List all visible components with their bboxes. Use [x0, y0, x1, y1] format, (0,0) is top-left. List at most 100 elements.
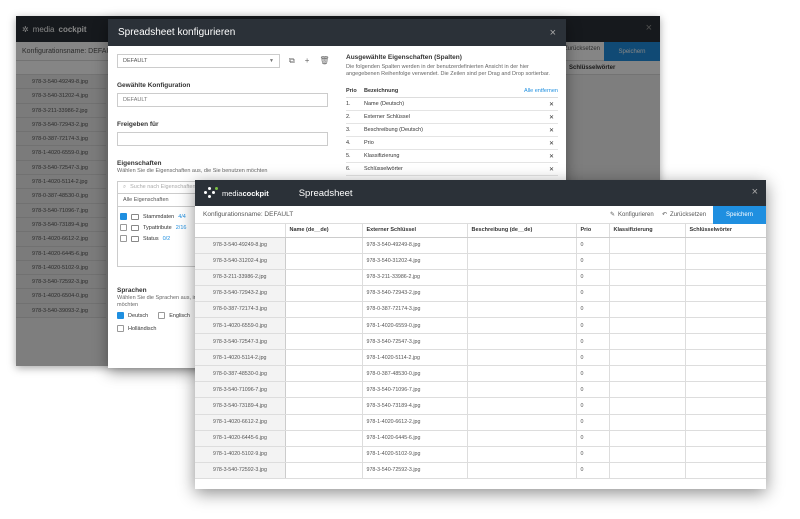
row-id-cell[interactable]: 978-1-4020-5114-2.jpg — [195, 349, 286, 367]
external-key-cell[interactable]: 978-1-4020-6559-0.jpg — [362, 317, 468, 335]
external-key-cell[interactable]: 978-3-540-72547-3.jpg — [362, 333, 468, 351]
external-key-cell[interactable]: 978-3-540-31202-4.jpg — [362, 253, 468, 270]
external-key-cell[interactable]: 978-3-211-33986-2.jpg — [362, 269, 468, 286]
row-id-cell[interactable]: 978-1-4020-6445-6.jpg — [195, 430, 286, 447]
prio-cell[interactable]: 0 — [576, 285, 610, 302]
remove-icon[interactable]: ✕ — [548, 140, 554, 147]
checkbox[interactable] — [117, 312, 124, 319]
table-row[interactable]: 978-1-4020-6445-6.jpg 978-1-4020-6445-6.j… — [195, 430, 766, 447]
classification-cell[interactable] — [609, 237, 686, 254]
description-cell[interactable] — [467, 269, 577, 286]
prio-cell[interactable]: 0 — [576, 462, 610, 479]
keywords-cell[interactable] — [685, 462, 766, 479]
name-cell[interactable] — [285, 349, 363, 367]
prio-cell[interactable]: 0 — [576, 317, 610, 335]
classification-cell[interactable] — [609, 269, 686, 286]
keywords-cell[interactable] — [685, 397, 766, 415]
classification-cell[interactable] — [609, 414, 686, 431]
table-row[interactable]: 978-1-4020-5102-9.jpg 978-1-4020-5102-9.j… — [195, 446, 766, 463]
name-cell[interactable] — [285, 285, 363, 302]
checkbox[interactable] — [120, 235, 127, 242]
classification-cell[interactable] — [609, 397, 686, 415]
selected-property-row[interactable]: 5. Klassifizierung ✕ — [346, 150, 558, 163]
tree-item[interactable]: Stammdaten 4/4 — [120, 211, 336, 222]
row-id-cell[interactable]: 978-3-540-31202-4.jpg — [195, 253, 286, 270]
keywords-cell[interactable] — [685, 430, 766, 447]
preset-select[interactable]: DEFAULT ▼ — [117, 54, 280, 68]
tree-item[interactable]: Status 0/2 — [120, 233, 336, 244]
checkbox[interactable] — [120, 224, 127, 231]
prio-cell[interactable]: 0 — [576, 253, 610, 270]
classification-cell[interactable] — [609, 349, 686, 367]
name-cell[interactable] — [285, 430, 363, 447]
description-cell[interactable] — [467, 317, 577, 335]
trash-icon[interactable]: 🗑 — [319, 56, 330, 65]
background-reset-button[interactable]: Zurücksetzen — [564, 46, 601, 52]
external-key-cell[interactable]: 978-1-4020-6445-6.jpg — [362, 430, 468, 447]
keywords-cell[interactable] — [685, 317, 766, 335]
keywords-cell[interactable] — [685, 349, 766, 367]
language-option[interactable]: Deutsch — [117, 312, 148, 319]
close-icon[interactable]: × — [549, 26, 556, 39]
description-cell[interactable] — [467, 381, 577, 399]
external-key-cell[interactable]: 978-3-540-72943-2.jpg — [362, 285, 468, 302]
remove-icon[interactable]: ✕ — [548, 101, 554, 108]
prio-cell[interactable]: 0 — [576, 365, 610, 383]
remove-icon[interactable]: ✕ — [548, 153, 554, 160]
name-cell[interactable] — [285, 333, 363, 351]
table-row[interactable]: 978-3-540-31202-4.jpg 978-3-540-31202-4.j… — [195, 253, 766, 270]
table-row[interactable]: 978-3-540-72547-3.jpg 978-3-540-72547-3.j… — [195, 333, 766, 351]
name-cell[interactable] — [285, 253, 363, 270]
classification-cell[interactable] — [609, 462, 686, 479]
column-header[interactable]: Prio — [576, 224, 610, 238]
selected-property-row[interactable]: 3. Beschreibung (Deutsch) ✕ — [346, 124, 558, 137]
keywords-cell[interactable] — [685, 253, 766, 270]
table-row[interactable]: 978-3-540-71096-7.jpg 978-3-540-71096-7.j… — [195, 381, 766, 399]
classification-cell[interactable] — [609, 446, 686, 463]
remove-icon[interactable]: ✕ — [548, 166, 554, 173]
classification-cell[interactable] — [609, 285, 686, 302]
name-cell[interactable] — [285, 317, 363, 335]
row-id-cell[interactable]: 978-3-540-72943-2.jpg — [195, 285, 286, 302]
external-key-cell[interactable]: 978-1-4020-6612-2.jpg — [362, 414, 468, 431]
table-row[interactable]: 978-1-4020-6612-2.jpg 978-1-4020-6612-2.j… — [195, 414, 766, 431]
classification-cell[interactable] — [609, 333, 686, 351]
external-key-cell[interactable]: 978-3-540-73189-4.jpg — [362, 397, 468, 415]
column-header[interactable]: Beschreibung (de__de) — [467, 224, 577, 238]
prio-cell[interactable]: 0 — [576, 269, 610, 286]
table-row[interactable]: 978-3-540-49249-8.jpg 978-3-540-49249-8.j… — [195, 237, 766, 254]
name-cell[interactable] — [285, 269, 363, 286]
keywords-cell[interactable] — [685, 301, 766, 318]
external-key-cell[interactable]: 978-3-540-71096-7.jpg — [362, 381, 468, 399]
table-row[interactable]: 978-1-4020-6559-0.jpg 978-1-4020-6559-0.j… — [195, 317, 766, 335]
language-option[interactable]: Englisch — [158, 312, 190, 319]
classification-cell[interactable] — [609, 365, 686, 383]
description-cell[interactable] — [467, 365, 577, 383]
save-button[interactable]: Speichern — [713, 206, 766, 224]
language-option[interactable]: Holländisch — [117, 325, 156, 332]
remove-icon[interactable]: ✕ — [548, 114, 554, 121]
row-id-cell[interactable]: 978-0-387-48530-0.jpg — [195, 365, 286, 383]
classification-cell[interactable] — [609, 381, 686, 399]
prio-cell[interactable]: 0 — [576, 446, 610, 463]
selected-property-row[interactable]: 2. Externer Schlüssel ✕ — [346, 111, 558, 124]
classification-cell[interactable] — [609, 317, 686, 335]
remove-icon[interactable]: ✕ — [548, 127, 554, 134]
row-id-cell[interactable]: 978-1-4020-6559-0.jpg — [195, 317, 286, 335]
table-row[interactable]: 978-3-211-33986-2.jpg 978-3-211-33986-2.j… — [195, 269, 766, 286]
prio-cell[interactable]: 0 — [576, 237, 610, 254]
description-cell[interactable] — [467, 285, 577, 302]
prio-cell[interactable]: 0 — [576, 381, 610, 399]
name-cell[interactable] — [285, 397, 363, 415]
external-key-cell[interactable]: 978-0-387-72174-3.jpg — [362, 301, 468, 318]
name-cell[interactable] — [285, 301, 363, 318]
description-cell[interactable] — [467, 237, 577, 254]
row-id-cell[interactable]: 978-3-540-72547-3.jpg — [195, 333, 286, 351]
external-key-cell[interactable]: 978-0-387-48530-0.jpg — [362, 365, 468, 383]
reset-button[interactable]: ↶ Zurücksetzen — [662, 211, 706, 219]
row-id-cell[interactable]: 978-3-540-71096-7.jpg — [195, 381, 286, 399]
table-row[interactable]: 978-3-540-72943-2.jpg 978-3-540-72943-2.j… — [195, 285, 766, 302]
description-cell[interactable] — [467, 253, 577, 270]
name-cell[interactable] — [285, 381, 363, 399]
description-cell[interactable] — [467, 349, 577, 367]
